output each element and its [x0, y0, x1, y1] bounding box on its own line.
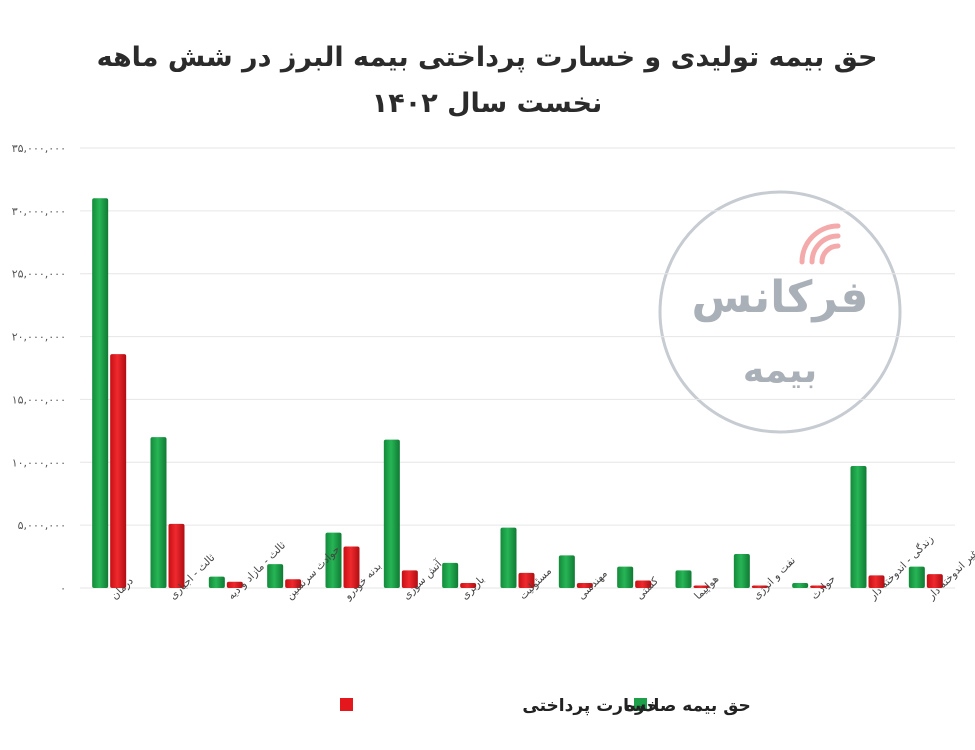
bar-issued-premium: [500, 527, 517, 588]
y-tick-label: ۰: [60, 582, 66, 595]
y-tick-label: ۵,۰۰۰,۰۰۰: [18, 519, 66, 532]
y-tick-label: ۳۰,۰۰۰,۰۰۰: [12, 205, 66, 218]
bar-paid-claims: [810, 585, 827, 588]
watermark: فرکانس بیمه: [658, 190, 902, 434]
bar-issued-premium: [908, 566, 925, 588]
bar-issued-premium: [617, 566, 634, 588]
y-tick-label: ۲۵,۰۰۰,۰۰۰: [12, 268, 66, 281]
x-axis-categories: درمان ثالث - اجباری ثالث - مازاد و دیهحواد…: [109, 520, 975, 603]
x-category-label: زندگی - غیر اندوخته دار: [924, 520, 975, 603]
bar-issued-premium: [733, 554, 750, 588]
bar-issued-premium: [850, 466, 867, 588]
y-tick-label: ۲۰,۰۰۰,۰۰۰: [12, 331, 66, 344]
bar-issued-premium: [792, 582, 809, 588]
bar-paid-claims: [168, 523, 185, 588]
bar-paid-claims: [693, 585, 710, 588]
bar-paid-claims: [110, 354, 127, 588]
watermark-ring: [658, 190, 902, 434]
legend-label-paid-claims: خسارت پرداختی: [522, 696, 659, 716]
y-tick-label: ۱۵,۰۰۰,۰۰۰: [12, 393, 66, 406]
bar-paid-claims: [926, 574, 943, 588]
bar-issued-premium: [383, 439, 400, 588]
signal-icon: [799, 223, 841, 265]
y-tick-label: ۱۰,۰۰۰,۰۰۰: [12, 456, 66, 469]
bar-paid-claims: [401, 570, 418, 588]
x-category-label: نفت و انرژی: [750, 555, 798, 603]
x-category-label: کشتی: [634, 575, 661, 602]
y-tick-label: ۳۵,۰۰۰,۰۰۰: [12, 142, 66, 155]
legend: حق بیمه صادره خسارت پرداختی: [340, 696, 751, 716]
chart-title-line1: حق بیمه تولیدی و خسارت پرداختی بیمه البر…: [97, 42, 878, 73]
bar-issued-premium: [558, 555, 575, 588]
watermark-sub: بیمه: [743, 350, 817, 391]
bar-paid-claims: [460, 582, 477, 588]
bar-issued-premium: [325, 532, 342, 588]
legend-swatch-paid-claims: [340, 698, 353, 711]
bars: [92, 198, 943, 589]
chart-title-line2: نخست سال ۱۴۰۲: [372, 88, 603, 119]
bar-issued-premium: [675, 570, 692, 588]
bar-issued-premium: [150, 437, 167, 588]
bar-issued-premium: [442, 562, 459, 588]
legend-label-issued-premium: حق بیمه صادره: [625, 696, 751, 716]
bar-paid-claims: [635, 580, 652, 588]
watermark-brand: فرکانس: [691, 272, 868, 323]
bar-paid-claims: [343, 546, 360, 588]
gridlines: [80, 147, 955, 589]
bar-paid-claims: [285, 579, 302, 588]
bar-issued-premium: [267, 564, 284, 588]
bar-paid-claims: [226, 581, 243, 588]
bar-paid-claims: [868, 575, 885, 588]
legend-swatch-issued-premium: [634, 698, 647, 711]
bar-paid-claims: [518, 572, 535, 588]
y-axis-ticks: ۰ ۵,۰۰۰,۰۰۰ ۱۰,۰۰۰,۰۰۰ ۱۵,۰۰۰,۰۰۰ ۲۰,۰۰۰,۰۰۰…: [12, 142, 66, 595]
bar-paid-claims: [751, 585, 768, 588]
bar-issued-premium: [92, 198, 109, 589]
bar-issued-premium: [208, 576, 225, 588]
bar-paid-claims: [576, 582, 593, 588]
